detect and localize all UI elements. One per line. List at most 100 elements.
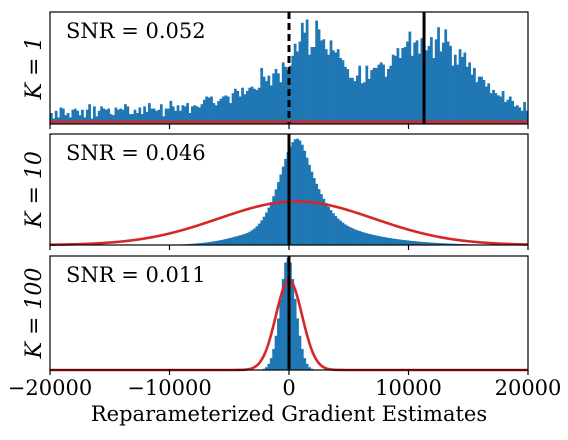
- histogram-bar: [95, 116, 99, 124]
- histogram-bar: [430, 37, 433, 124]
- histogram-bar: [432, 58, 436, 124]
- histogram-bar: [396, 48, 400, 124]
- histogram-bar: [195, 106, 199, 124]
- histogram-bar: [358, 65, 362, 124]
- histogram-bar: [88, 104, 91, 124]
- histogram-bar: [415, 241, 419, 245]
- histogram-bar: [78, 115, 82, 124]
- histogram-bar: [375, 235, 378, 245]
- histogram-bar: [434, 39, 438, 124]
- histogram-bar: [434, 242, 438, 245]
- histogram-bar: [116, 109, 120, 124]
- histogram-bar: [398, 239, 402, 245]
- histogram-bar: [520, 110, 524, 124]
- histogram-bar: [243, 94, 247, 124]
- histogram-bar: [308, 54, 311, 125]
- panel-label: K = 100: [22, 268, 47, 360]
- histogram-bar: [408, 31, 412, 125]
- histogram-bar: [332, 213, 335, 245]
- histogram-bar: [516, 105, 519, 124]
- histogram-bar: [131, 114, 134, 124]
- histogram-bar: [420, 241, 424, 245]
- snr-annotation: SNR = 0.046: [66, 141, 206, 165]
- histogram-bar: [303, 32, 307, 125]
- histogram-bar: [441, 42, 445, 124]
- histogram-bar: [408, 240, 412, 245]
- histogram-bar: [394, 238, 397, 245]
- histogram-bar: [250, 86, 254, 124]
- histogram-bar: [193, 243, 197, 245]
- histogram-bar: [418, 53, 421, 124]
- histogram-bar: [523, 102, 526, 124]
- histogram-bar: [128, 114, 132, 124]
- histogram-bar: [174, 110, 178, 124]
- histogram-bar: [406, 41, 409, 124]
- histogram-bar: [379, 62, 383, 124]
- histogram-bar: [193, 105, 197, 124]
- histogram-bar: [410, 240, 414, 245]
- histogram-bar: [241, 87, 244, 124]
- histogram-bar: [191, 243, 194, 245]
- histogram-bar: [234, 88, 237, 124]
- histogram-bar: [272, 348, 276, 370]
- histogram-bar: [205, 96, 209, 124]
- histogram-bar: [210, 241, 213, 245]
- histogram-bar: [437, 243, 440, 245]
- histogram-bar: [140, 114, 144, 124]
- histogram-bar: [147, 103, 151, 124]
- histogram-bar: [50, 113, 53, 124]
- histogram-bar: [255, 89, 259, 124]
- x-tick-label: 20000: [495, 376, 562, 400]
- histogram-bar: [396, 239, 400, 245]
- histogram-bar: [253, 88, 256, 124]
- histogram-bar: [343, 66, 347, 124]
- histogram-bar: [348, 77, 352, 124]
- histogram-bar: [219, 98, 223, 124]
- histogram-bar: [179, 110, 182, 124]
- histogram-bar: [334, 52, 338, 124]
- histogram-bar: [451, 243, 455, 245]
- histogram-bar: [379, 236, 383, 245]
- histogram-bar: [71, 109, 75, 124]
- histogram-bar: [150, 108, 154, 124]
- snr-annotation: SNR = 0.011: [66, 263, 206, 287]
- histogram-bar: [262, 76, 266, 124]
- histogram-bar: [224, 95, 228, 124]
- histogram-bar: [327, 54, 330, 125]
- histogram-bar: [188, 113, 192, 124]
- histogram-bar: [100, 106, 103, 124]
- histogram-bar: [234, 236, 237, 245]
- histogram-bar: [167, 108, 170, 124]
- histogram-bar: [109, 114, 113, 124]
- histogram-bar: [300, 348, 304, 370]
- histogram-bar: [212, 241, 216, 245]
- histogram-bar: [236, 235, 240, 245]
- histogram-bar: [119, 108, 123, 124]
- histogram-bar: [293, 43, 297, 125]
- histogram-bar: [279, 174, 283, 245]
- histogram-bar: [451, 65, 455, 124]
- histogram-bar: [439, 243, 443, 245]
- histogram-bar: [377, 64, 381, 124]
- histogram-bar: [329, 210, 333, 245]
- x-tick-label: −20000: [8, 376, 92, 400]
- histogram-bar: [212, 103, 216, 124]
- histogram-bar: [310, 171, 314, 245]
- histogram-bar: [394, 55, 397, 124]
- histogram-bar: [255, 226, 259, 245]
- histogram-bar: [296, 51, 299, 124]
- histogram-bar: [410, 55, 414, 124]
- histogram-bar: [241, 234, 244, 245]
- histogram-bar: [217, 100, 221, 124]
- histogram-bar: [59, 107, 63, 124]
- histogram-bar: [363, 232, 366, 245]
- histogram-bar: [183, 106, 187, 124]
- histogram-bar: [303, 150, 307, 245]
- histogram-bar: [525, 110, 529, 124]
- histogram-bar: [136, 113, 139, 124]
- histogram-bar: [284, 66, 287, 124]
- histogram-bar: [367, 78, 371, 124]
- histogram-bar: [441, 243, 445, 245]
- histogram-bar: [484, 86, 488, 124]
